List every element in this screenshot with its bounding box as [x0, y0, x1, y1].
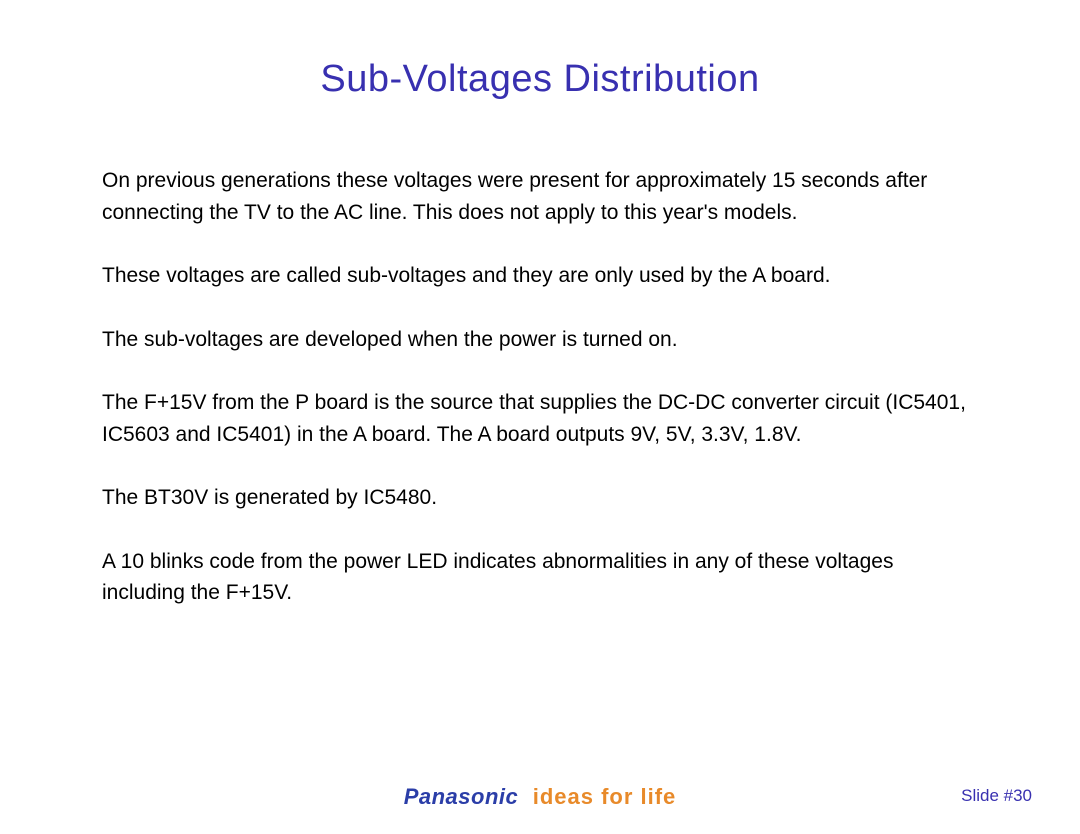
paragraph: The sub-voltages are developed when the …: [102, 324, 980, 356]
paragraph: The F+15V from the P board is the source…: [102, 387, 980, 450]
brand-logo: Panasonic ideas for life: [404, 784, 677, 810]
slide-container: Sub-Voltages Distribution On previous ge…: [0, 0, 1080, 834]
slide-footer: Panasonic ideas for life Slide #30: [0, 770, 1080, 810]
brand-tagline: ideas for life: [533, 784, 677, 809]
slide-title: Sub-Voltages Distribution: [0, 0, 1080, 111]
paragraph: These voltages are called sub-voltages a…: [102, 260, 980, 292]
paragraph: The BT30V is generated by IC5480.: [102, 482, 980, 514]
slide-body: On previous generations these voltages w…: [0, 111, 1080, 609]
paragraph: A 10 blinks code from the power LED indi…: [102, 546, 980, 609]
brand-name: Panasonic: [404, 784, 519, 809]
paragraph: On previous generations these voltages w…: [102, 165, 980, 228]
slide-number: Slide #30: [961, 786, 1032, 806]
